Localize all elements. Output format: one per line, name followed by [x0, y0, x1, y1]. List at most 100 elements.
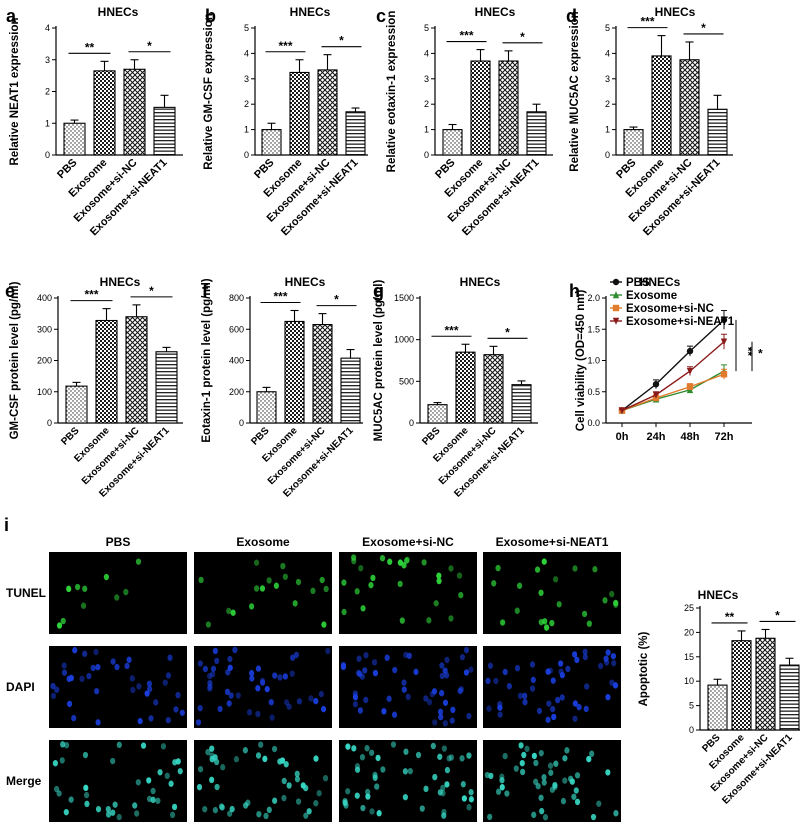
nucleus [524, 745, 530, 753]
nucleus [253, 559, 260, 566]
nucleus [195, 719, 202, 726]
y-tick-label: 1000 [394, 335, 414, 345]
nucleus [574, 656, 580, 664]
significance-label-1: * [149, 284, 154, 298]
nucleus [63, 808, 69, 816]
bar-3 [526, 111, 547, 156]
series-line-0 [621, 319, 725, 412]
nucleus [172, 759, 178, 766]
micrograph-background [194, 552, 332, 634]
y-tick-label: 1 [244, 125, 249, 135]
nucleus [441, 808, 447, 816]
nucleus [227, 655, 233, 663]
nucleus [290, 654, 296, 661]
nucleus [514, 607, 520, 614]
nucleus [592, 566, 598, 573]
bar-chart-b: 0 1 2 3 4 5 Relative GM-CSF expression HNECs b PB… [203, 5, 368, 238]
nucleus [556, 601, 562, 608]
nucleus [613, 601, 619, 608]
nucleus [468, 789, 474, 796]
nucleus [613, 810, 619, 817]
nucleus [529, 685, 536, 692]
nucleus [444, 781, 450, 788]
bar-chart-e: 0 100 200 300 400 GM-CSF protein level (pg/ml… [5, 275, 183, 500]
nucleus [499, 777, 505, 784]
bar-3 [707, 108, 728, 156]
bar-0 [442, 129, 463, 156]
nucleus [457, 687, 463, 695]
nucleus [514, 665, 521, 672]
nucleus [484, 771, 490, 779]
nucleus [168, 780, 174, 787]
nucleus [363, 696, 369, 704]
bar-0 [65, 385, 88, 424]
legend-marker-2 [612, 304, 620, 312]
y-tick-label: 3 [424, 74, 429, 84]
y-tick-label: 0 [239, 418, 244, 428]
y-axis-label: Relative NEAT1 expression [9, 17, 21, 165]
legend-label-1: Exosome [626, 290, 677, 302]
x-tick-label-2: 48h [681, 431, 700, 443]
nucleus [196, 783, 203, 791]
nucleus [460, 781, 466, 788]
x-tick-label-1: 24h [647, 431, 666, 443]
nucleus [50, 692, 57, 700]
nucleus [165, 672, 172, 679]
nucleus [541, 774, 547, 781]
nucleus [426, 617, 432, 624]
nucleus [589, 750, 595, 757]
nucleus [419, 805, 425, 812]
nucleus [582, 653, 588, 661]
y-axis-label: Eotaxin-1 protein level (pg/ml) [201, 278, 213, 442]
y-tick-label: 0 [689, 725, 694, 735]
nucleus [212, 647, 218, 655]
nucleus [135, 558, 142, 565]
series-point-2-2 [686, 383, 694, 390]
nucleus [365, 793, 371, 800]
nucleus [351, 557, 357, 565]
nucleus [83, 791, 90, 799]
nucleus [547, 667, 554, 674]
nucleus [531, 811, 537, 819]
nucleus [364, 745, 370, 752]
y-tick-label: 4 [424, 48, 429, 58]
y-tick-label: 4 [605, 48, 610, 58]
nucleus [129, 675, 135, 682]
y-tick-label: 1500 [394, 293, 414, 303]
nucleus [82, 650, 88, 657]
nucleus [359, 753, 366, 761]
nucleus [502, 668, 508, 676]
panel-letter: h [569, 281, 580, 301]
nucleus [562, 755, 568, 762]
bar-2 [123, 68, 146, 156]
bar-chart-f: 0 200 400 600 800 Eotaxin-1 protein level (pg… [201, 275, 363, 500]
nucleus [516, 582, 523, 589]
nucleus [565, 665, 571, 673]
nucleus [235, 692, 241, 699]
nucleus [248, 603, 255, 610]
nucleus [103, 573, 110, 581]
nucleus [375, 754, 381, 762]
nucleus [371, 659, 378, 666]
nucleus [538, 589, 544, 597]
bar-0 [261, 129, 282, 156]
x-tick-label-0: PBS [249, 425, 272, 448]
nucleus [517, 692, 523, 700]
nucleus [272, 672, 278, 679]
nucleus [403, 651, 409, 659]
nucleus [80, 602, 87, 609]
nucleus [370, 574, 376, 582]
y-tick-label: 0 [409, 418, 414, 428]
panel-letter: c [376, 6, 386, 26]
nucleus [86, 672, 92, 680]
nucleus [354, 766, 361, 773]
significance-label-1: * [334, 293, 339, 307]
micrograph-1-0 [49, 646, 187, 728]
x-tick-label-0: PBS [59, 425, 82, 448]
nucleus [605, 769, 611, 776]
nucleus [403, 748, 409, 755]
x-tick-label-0: PBS [420, 425, 443, 448]
nucleus [439, 662, 445, 669]
